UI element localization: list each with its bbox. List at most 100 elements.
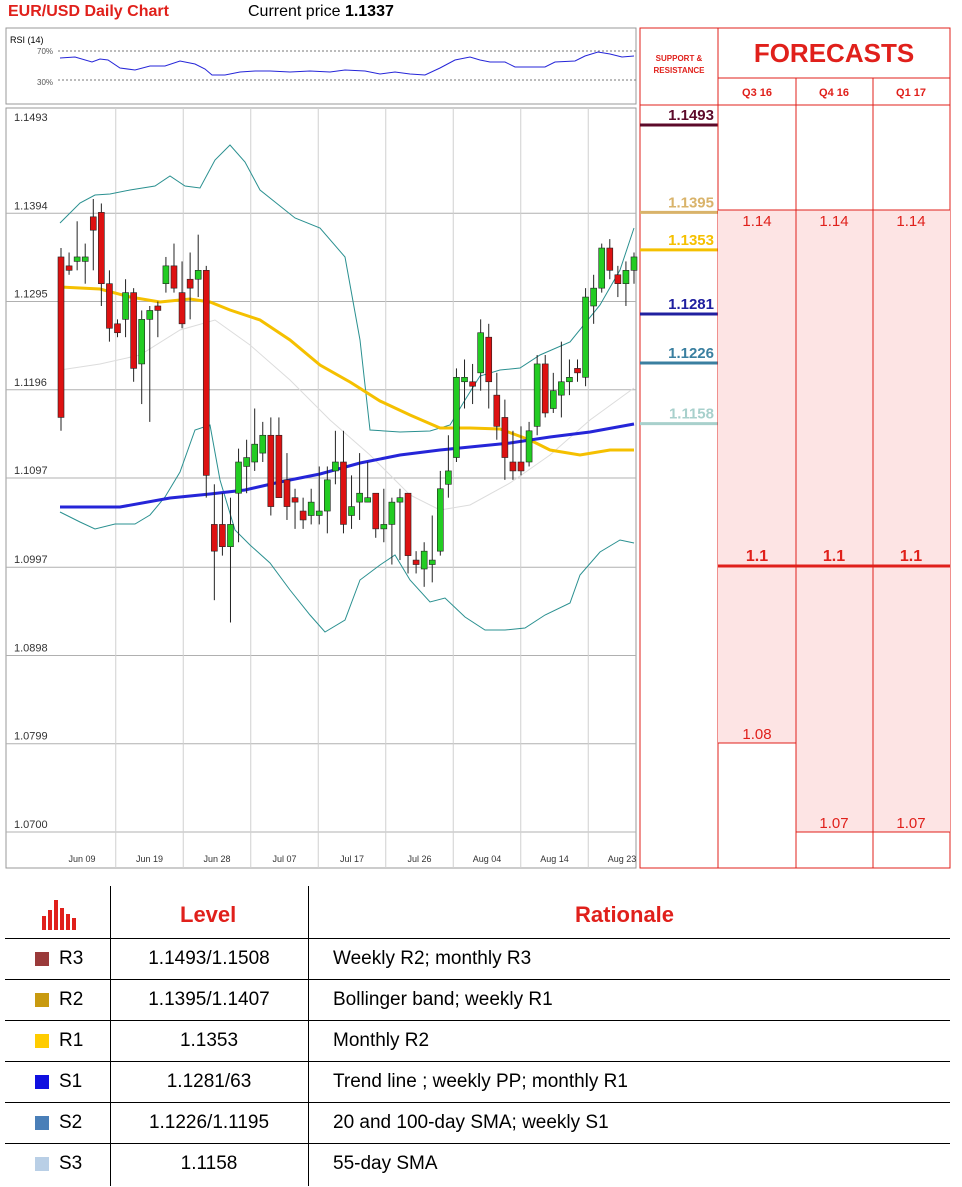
forecast-col-q1: Q1 17 — [896, 87, 926, 99]
y-tick-label: 1.0799 — [14, 731, 48, 743]
candle-body — [89, 216, 97, 231]
candle-body — [364, 497, 371, 503]
row-level: 1.1158 — [180, 1153, 238, 1174]
candle-body — [57, 256, 65, 418]
sr-level-label: 1.1395 — [668, 194, 714, 211]
rsi-30-label: 30% — [37, 78, 53, 87]
price-label: Current price — [248, 3, 341, 20]
candle-body — [517, 461, 525, 472]
forecast-col-q4: Q4 16 — [819, 87, 849, 99]
row-color-swatch — [35, 1116, 49, 1130]
rsi-label: RSI (14) — [10, 35, 44, 45]
sma-yellow-line — [59, 285, 634, 457]
rsi-frame — [5, 27, 637, 105]
forecast-high-q4: 1.14 — [819, 213, 848, 230]
col-divider-1 — [110, 886, 111, 1186]
sr-level-label: 1.1493 — [668, 107, 714, 124]
rsi-panel: RSI (14) 70% 30% — [5, 27, 637, 105]
price-chart-frame — [5, 107, 637, 869]
candle-body — [138, 319, 146, 365]
forecast-high-q3: 1.14 — [742, 213, 771, 230]
x-axis-labels: Jun 09 Jun 19 Jun 28 Jul 07 Jul 17 Jul 26 Aug … — [68, 854, 636, 864]
forecast-low-q3: 1.08 — [742, 726, 771, 743]
candle-body — [348, 506, 355, 516]
candle-body — [630, 256, 638, 271]
row-rationale: Trend line ; weekly PP; monthly R1 — [333, 1071, 628, 1092]
x-tick-label: Aug 14 — [540, 854, 569, 864]
candle-body — [614, 274, 622, 284]
row-code: S3 — [59, 1153, 83, 1174]
candle-body — [590, 287, 597, 307]
candle-body — [154, 305, 162, 311]
forecast-low-q4: 1.07 — [819, 815, 848, 832]
candle-body — [291, 497, 299, 503]
y-tick-label: 1.0898 — [14, 642, 48, 654]
candle-body — [445, 470, 452, 485]
row-color-swatch — [35, 1075, 49, 1089]
bollinger-lower — [59, 424, 635, 633]
candle-body — [332, 461, 339, 472]
row-code: R3 — [59, 948, 84, 969]
forecast-range-q4 — [796, 210, 873, 832]
row-level: 1.1353 — [179, 1030, 239, 1051]
bollinger-upper — [59, 144, 635, 433]
x-tick-label: Aug 23 — [608, 854, 637, 864]
sr-levels: 1.1493 1.1395 1.1353 1.1281 1.1226 1.1158 — [640, 107, 718, 426]
table-row: R3 1.1493/1.1508 Weekly R2; monthly R3 — [5, 938, 950, 979]
candle-body — [340, 461, 347, 525]
candle-body — [549, 390, 557, 409]
candle-body — [404, 492, 412, 556]
row-level: 1.1493/1.1508 — [148, 948, 270, 969]
candle-body — [558, 381, 565, 396]
sr-level-label: 1.1281 — [668, 296, 714, 313]
candle-body — [146, 310, 154, 320]
candle-body — [73, 256, 81, 262]
candle-body — [267, 434, 275, 507]
candle-body — [211, 524, 218, 552]
candle-body — [227, 524, 234, 548]
col-divider-2 — [308, 886, 309, 1186]
candle-body — [461, 377, 468, 383]
row-rationale: Monthly R2 — [333, 1030, 430, 1051]
candle-body — [582, 296, 589, 378]
candle-body — [122, 292, 129, 320]
row-color-swatch — [35, 952, 49, 966]
row-level: 1.1281/63 — [166, 1071, 252, 1092]
row-code: S2 — [59, 1112, 83, 1133]
current-price: Current price 1.1337 — [248, 3, 394, 21]
y-tick-label: 1.1196 — [14, 377, 47, 389]
forecast-low-q1: 1.07 — [896, 815, 925, 832]
y-tick-label: 1.0997 — [14, 554, 48, 566]
candle-body — [283, 479, 291, 507]
candle-body — [493, 394, 501, 427]
chart-title: EUR/USD Daily Chart — [8, 3, 169, 20]
x-tick-label: Jun 09 — [68, 854, 95, 864]
candle-body — [130, 292, 137, 369]
candle-body — [380, 524, 388, 530]
candle-body — [170, 265, 178, 289]
forecast-mid-q4: 1.1 — [823, 548, 845, 565]
row-color-swatch — [35, 1034, 49, 1048]
row-rationale: Weekly R2; monthly R3 — [333, 948, 532, 969]
forecast-col-q3: Q3 16 — [742, 87, 772, 99]
x-tick-label: Jul 26 — [407, 854, 431, 864]
candle-body — [65, 265, 73, 271]
candle-body — [259, 434, 267, 454]
sr-title-line2: RESISTANCE — [654, 66, 706, 75]
candle-body — [106, 283, 113, 329]
forecast-range-q1 — [873, 210, 950, 832]
candle-body — [243, 457, 250, 467]
chart-canvas: RSI (14) 70% 30% 1.1493 1.1394 1.1295 1.119… — [5, 27, 951, 869]
row-level: 1.1395/1.1407 — [148, 989, 270, 1010]
candle-body — [477, 332, 484, 374]
candle-body — [622, 270, 630, 284]
candle-body — [396, 497, 404, 503]
y-tick-label: 1.1097 — [14, 465, 48, 477]
y-axis-labels: 1.1493 1.1394 1.1295 1.1196 1.1097 1.0997 1.08… — [14, 112, 48, 831]
y-tick-label: 1.1493 — [14, 112, 48, 124]
candle-body — [114, 323, 121, 334]
x-tick-label: Jul 17 — [340, 854, 364, 864]
candle-body — [186, 278, 194, 289]
candle-body — [525, 430, 533, 463]
rationale-header: Rationale — [575, 902, 675, 927]
